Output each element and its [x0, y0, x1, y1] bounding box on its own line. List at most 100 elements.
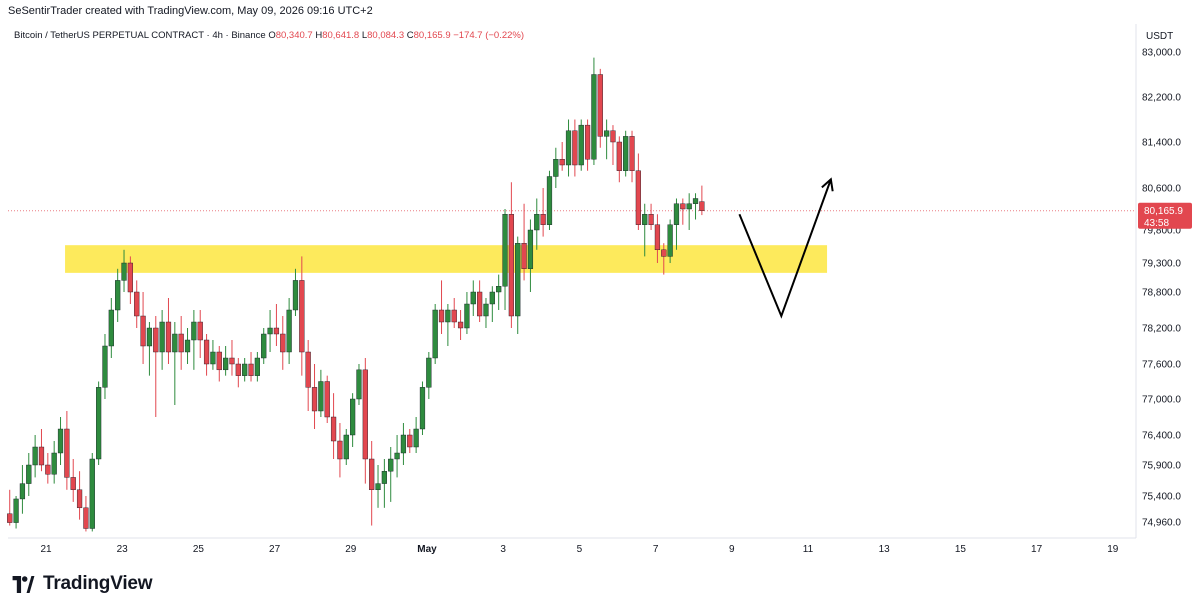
- candle-body: [343, 434, 349, 460]
- y-tick-label: 76,400.0: [1142, 431, 1181, 442]
- y-tick-label: 80,600.0: [1142, 184, 1181, 195]
- candle-body: [273, 327, 280, 335]
- candle-body: [559, 159, 565, 166]
- candle-body: [108, 309, 114, 347]
- y-tick-label: 75,900.0: [1142, 461, 1181, 472]
- candle-body: [191, 321, 197, 341]
- candle-body: [515, 242, 521, 317]
- candle-body: [438, 309, 445, 323]
- countdown-label: 43:58: [1144, 218, 1169, 229]
- candle-body: [534, 214, 540, 231]
- candle-body: [318, 381, 324, 412]
- candle-body: [83, 507, 89, 529]
- candle-body: [261, 333, 267, 359]
- tradingview-logo-icon: [12, 575, 35, 593]
- candle-body: [292, 280, 299, 311]
- candle-body: [400, 434, 407, 454]
- y-tick-label: 77,000.0: [1142, 395, 1181, 406]
- candle-body: [375, 483, 381, 491]
- candle-body: [337, 440, 343, 460]
- candle-body: [305, 351, 311, 388]
- candle-body: [13, 498, 19, 523]
- projection-arrowhead: [821, 177, 834, 192]
- low-label: L: [361, 30, 368, 41]
- candle-body: [419, 387, 426, 430]
- candle-body: [413, 428, 419, 448]
- y-tick-label: 79,300.0: [1142, 259, 1181, 270]
- candle-body: [235, 363, 241, 376]
- candle-body: [483, 303, 489, 317]
- symbol-name[interactable]: Bitcoin / TetherUS PERPETUAL CONTRACT · …: [14, 30, 266, 41]
- candle-body: [432, 309, 438, 359]
- candle-body: [629, 136, 635, 171]
- candle-body: [7, 513, 13, 523]
- candle-body: [521, 242, 527, 269]
- candle-body: [32, 446, 38, 466]
- candle-body: [604, 130, 610, 137]
- candle-body: [254, 357, 260, 376]
- candle-body: [45, 464, 51, 475]
- candle-body: [96, 387, 102, 460]
- candle-body: [280, 333, 286, 353]
- candle-body: [597, 74, 603, 137]
- candle-body: [527, 229, 534, 269]
- x-tick-label: 19: [1107, 544, 1119, 555]
- candle-body: [134, 291, 140, 317]
- candle-body: [667, 224, 673, 257]
- candle-body: [127, 262, 133, 293]
- candle-body: [330, 416, 337, 442]
- candle-body: [356, 369, 362, 400]
- currency-label: USDT: [1146, 31, 1173, 42]
- y-tick-label: 82,200.0: [1142, 93, 1181, 104]
- last-price-badge: [1138, 202, 1192, 229]
- brand-wordmark: TradingView: [43, 573, 153, 594]
- x-tick-label: 23: [117, 544, 129, 555]
- x-tick-label: 17: [1031, 544, 1043, 555]
- candle-body: [216, 351, 222, 371]
- candle-body: [591, 74, 597, 160]
- candle-body: [673, 203, 680, 225]
- support-zone: [65, 245, 828, 273]
- candle-body: [584, 124, 591, 160]
- candle-body: [115, 280, 121, 311]
- x-tick-label: 21: [40, 544, 52, 555]
- candle-body: [286, 309, 292, 353]
- projection-path: [738, 179, 832, 319]
- candle-body: [699, 201, 705, 211]
- candle-body: [388, 458, 394, 472]
- candle-body: [362, 369, 368, 460]
- y-tick-label: 83,000.0: [1142, 48, 1181, 59]
- candle-body: [457, 321, 464, 329]
- candle-body: [616, 141, 622, 171]
- candle-body: [426, 357, 432, 388]
- x-tick-label: 13: [879, 544, 891, 555]
- candle-body: [223, 357, 229, 371]
- last-price-label: 80,165.9: [1144, 206, 1183, 217]
- candle-body: [197, 321, 203, 341]
- candle-body: [57, 428, 64, 454]
- close-label: C: [406, 30, 414, 41]
- candle-body: [19, 483, 26, 500]
- open-label: O: [268, 30, 276, 41]
- candle-body: [203, 339, 210, 365]
- candle-body: [502, 214, 508, 287]
- candle-body: [146, 327, 153, 347]
- candle-body: [248, 363, 254, 376]
- candle-body: [51, 452, 57, 475]
- candle-body: [578, 124, 584, 166]
- y-tick-label: 78,800.0: [1142, 288, 1181, 299]
- candle-body: [229, 357, 235, 365]
- candle-body: [680, 203, 686, 210]
- candle-body: [565, 130, 572, 166]
- candle-body: [267, 327, 273, 335]
- candle-body: [540, 214, 546, 225]
- candle-body: [546, 176, 553, 225]
- change-value: −174.7 (−0.22%): [453, 30, 525, 41]
- symbol-legend: Bitcoin / TetherUS PERPETUAL CONTRACT · …: [14, 30, 524, 41]
- candle-body: [210, 351, 216, 365]
- candle-body: [70, 477, 76, 490]
- candle-body: [610, 130, 616, 143]
- candle-body: [121, 262, 127, 281]
- candle-body: [661, 249, 667, 257]
